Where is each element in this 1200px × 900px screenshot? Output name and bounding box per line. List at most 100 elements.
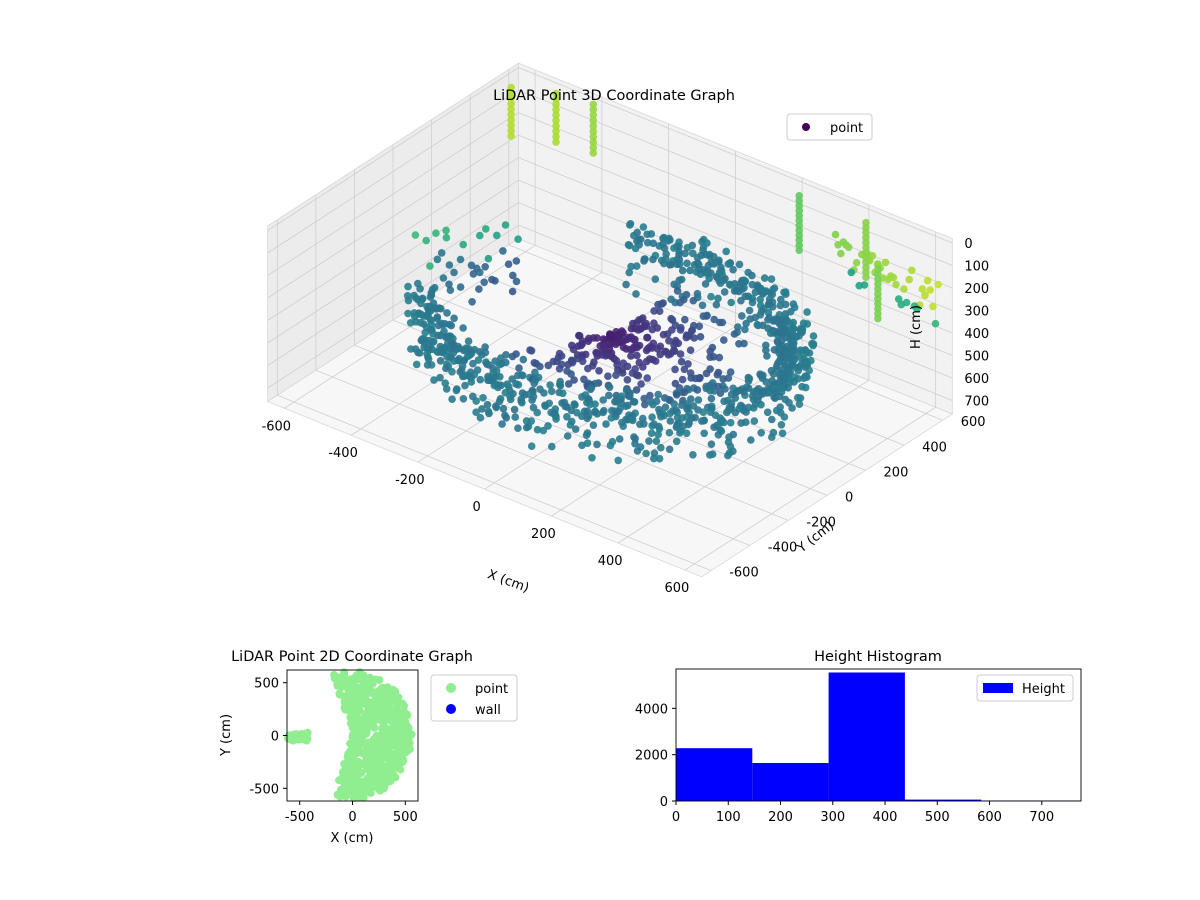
point-2d (395, 754, 404, 763)
point-3d (478, 405, 486, 413)
point-3d (474, 356, 483, 364)
point-3d (593, 352, 602, 360)
point-3d (421, 328, 430, 337)
point-3d (404, 282, 412, 291)
point-2d (387, 741, 396, 750)
point-2d (358, 731, 367, 740)
point-2d (365, 718, 374, 727)
point-3d (450, 268, 458, 277)
point-3d (737, 419, 745, 427)
point-3d (672, 391, 681, 399)
point-3d (742, 408, 750, 416)
z-tick-label: 400 (964, 327, 989, 342)
point-3d (794, 366, 803, 375)
point-3d (795, 246, 803, 254)
point-3d (559, 389, 567, 398)
point-3d (441, 379, 450, 388)
point-3d (501, 221, 510, 229)
point-3d (695, 322, 704, 331)
x-tick-label: -600 (262, 419, 292, 434)
point-3d (507, 132, 515, 140)
point-3d (777, 421, 786, 429)
point-3d (715, 353, 724, 362)
point-2d (351, 747, 360, 755)
point-3d (511, 413, 519, 421)
point-2d (403, 710, 411, 719)
point-3d (417, 299, 425, 308)
z-tick-label: 0 (964, 237, 972, 252)
point-3d (678, 266, 687, 275)
point-3d (634, 371, 643, 380)
point-3d (507, 83, 515, 92)
point-3d (508, 287, 517, 296)
point-3d (730, 330, 739, 338)
point-3d (519, 355, 528, 364)
point-3d (552, 415, 560, 423)
x-tick-label: -500 (285, 810, 315, 825)
point-3d (442, 333, 451, 342)
point-3d (448, 395, 456, 404)
point-3d (546, 381, 554, 389)
point-3d (707, 394, 716, 403)
point-3d (509, 271, 517, 280)
point-3d (738, 312, 746, 320)
point-3d (657, 443, 665, 452)
point-3d (748, 271, 756, 280)
point-3d (627, 352, 635, 360)
point-3d (766, 329, 775, 338)
point-3d (643, 333, 652, 342)
chart-2d-legend: point wall (430, 674, 518, 722)
point-3d (589, 106, 598, 114)
histogram-bar (676, 748, 753, 801)
point-2d (371, 675, 380, 684)
point-3d (445, 280, 453, 289)
point-3d (482, 225, 490, 233)
point-3d (630, 398, 639, 406)
point-2d (347, 695, 356, 704)
point-3d (673, 287, 682, 295)
point-3d (676, 326, 685, 334)
point-3d (614, 456, 622, 465)
point-3d (918, 285, 927, 293)
point-2d (335, 690, 344, 699)
point-3d (507, 121, 515, 130)
point-2d (387, 695, 396, 704)
point-3d (437, 249, 446, 257)
point-3d (705, 274, 713, 283)
point-2d (360, 750, 369, 759)
point-3d (476, 413, 485, 422)
point-3d (507, 126, 515, 135)
histogram-ticks: 0 100 200 300 400 500 600 700 0 2000 4000 (635, 702, 1054, 825)
point-2d (343, 775, 352, 783)
point-3d (654, 430, 662, 439)
y-tick-label: 2000 (635, 749, 668, 764)
point-3d (459, 372, 467, 381)
point-3d (497, 354, 505, 362)
point-3d (646, 391, 654, 400)
point-2d (399, 728, 408, 737)
point-3d (605, 383, 614, 392)
point-3d (536, 362, 544, 371)
point-3d (584, 337, 593, 346)
point-2d (361, 710, 370, 719)
point-2d (340, 670, 349, 679)
x-tick-label: 100 (716, 810, 741, 825)
point-3d (931, 319, 940, 328)
point-3d (809, 332, 818, 340)
point-3d (672, 437, 681, 446)
point-3d (483, 400, 492, 409)
point-3d (727, 298, 735, 307)
point-3d (762, 378, 770, 386)
point-3d (589, 111, 598, 119)
point-3d (472, 408, 480, 417)
point-2d (284, 734, 293, 743)
point-3d (552, 122, 560, 130)
point-3d (422, 236, 431, 245)
gridline (267, 157, 519, 321)
point-3d (507, 99, 515, 108)
point-3d (628, 416, 637, 425)
point-3d (689, 451, 697, 459)
legend-marker-point (446, 683, 456, 693)
point-2d (291, 730, 300, 739)
point-3d (593, 410, 602, 418)
